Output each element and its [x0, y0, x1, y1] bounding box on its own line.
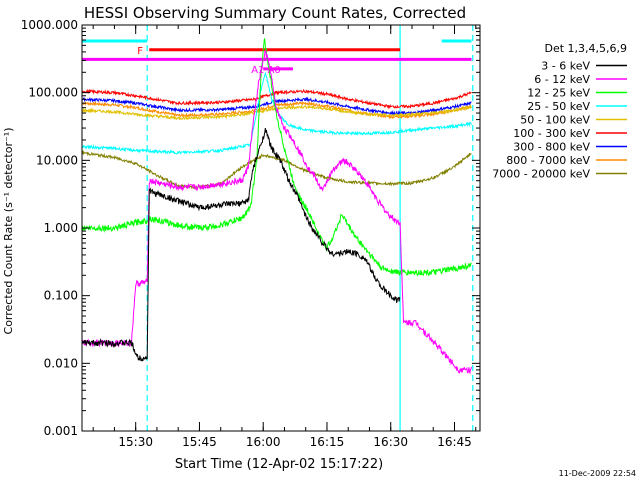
y-tick-label-0: 0.001	[44, 424, 78, 438]
series-line-1	[82, 50, 472, 375]
legend-label-2: 12 - 25 keV	[527, 87, 590, 100]
y-tick-label-3: 1.000	[44, 221, 78, 235]
legend-label-4: 50 - 100 keV	[520, 114, 590, 127]
x-axis-label: Start Time (12-Apr-02 15:17:22)	[175, 457, 383, 472]
x-tick-label-0: 15:30	[118, 435, 153, 449]
x-tick-label-4: 16:30	[373, 435, 408, 449]
plot-contents: N F A1 A0	[70, 25, 474, 431]
y-tick-label-2: 0.100	[44, 289, 78, 303]
footer-date: 11-Dec-2009 22:54	[559, 469, 636, 478]
series-line-0	[82, 127, 401, 362]
legend-title: Det 1,3,4,5,6,9	[544, 42, 627, 55]
plot-frame	[81, 24, 481, 432]
flag-label-1: F	[137, 46, 143, 57]
plot-area: N F A1 A0	[70, 25, 474, 431]
legend-label-6: 300 - 800 keV	[513, 141, 590, 154]
series-line-7	[82, 100, 472, 120]
legend-label-7: 800 - 7000 keV	[506, 154, 590, 167]
series-line-5	[82, 88, 472, 110]
chart-title: HESSI Observing Summary Count Rates, Cor…	[84, 4, 466, 22]
axis-layer: 0.001 0.010 0.100 1.000 10.000 100.000 1000.00…	[21, 18, 481, 449]
y-axis-label: Corrected Count Rate (s⁻¹ detector⁻¹)	[2, 128, 15, 335]
x-tick-label-3: 16:15	[310, 435, 345, 449]
legend-label-1: 6 - 12 keV	[534, 73, 590, 86]
x-tick-label-5: 16:45	[437, 435, 472, 449]
flag-label-3: A1 A0	[251, 65, 281, 76]
legend-label-3: 25 - 50 keV	[527, 100, 590, 113]
x-tick-label-2: 16:00	[246, 435, 281, 449]
x-tick-label-1: 15:45	[182, 435, 217, 449]
series-line-4	[82, 103, 472, 121]
y-tick-label-6: 1000.000	[21, 18, 78, 32]
series-line-2	[82, 38, 472, 277]
legend-label-5: 100 - 300 keV	[513, 127, 590, 140]
legend-label-0: 3 - 6 keV	[541, 60, 590, 73]
y-tick-label-1: 0.010	[44, 356, 78, 370]
y-tick-label-5: 100.000	[28, 86, 78, 100]
y-tick-label-4: 10.000	[36, 153, 78, 167]
legend-label-8: 7000 - 20000 keV	[492, 168, 590, 181]
series-line-8	[82, 150, 472, 191]
flag-label-0: N	[70, 37, 77, 48]
